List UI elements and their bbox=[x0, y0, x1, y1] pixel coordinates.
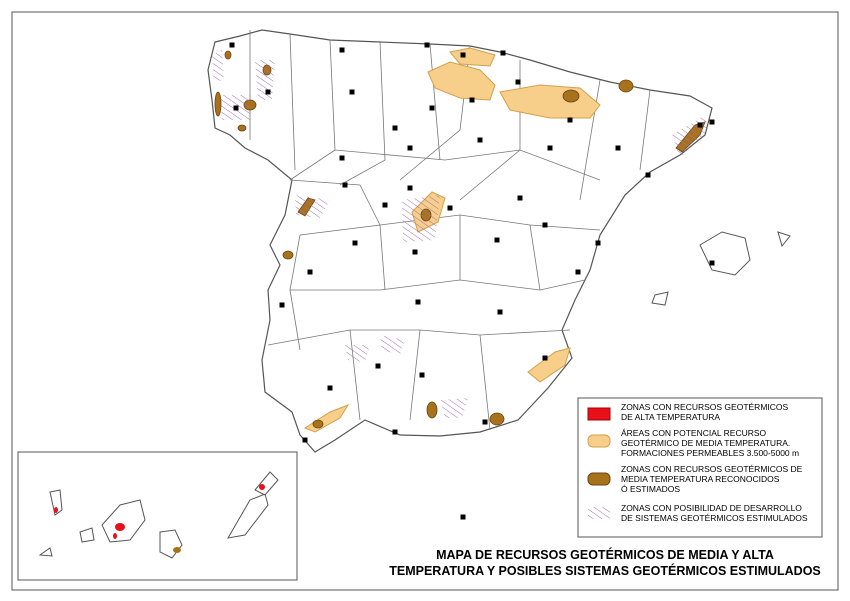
capital bbox=[412, 249, 418, 255]
title-line: TEMPERATURA Y POSIBLES SISTEMAS GEOTÉRMI… bbox=[389, 563, 821, 578]
spain bbox=[207, 29, 791, 453]
legend-label: ÁREAS CON POTENCIAL RECURSO bbox=[621, 428, 767, 438]
capital bbox=[709, 119, 715, 125]
capital bbox=[349, 89, 355, 95]
zones-stimulated bbox=[212, 50, 708, 418]
legend-label: DE ALTA TEMPERATURA bbox=[621, 412, 720, 422]
capital bbox=[547, 145, 553, 151]
capital bbox=[460, 514, 466, 520]
capital bbox=[429, 105, 435, 111]
capital bbox=[494, 237, 500, 243]
legend-swatch bbox=[587, 407, 611, 421]
legend-swatch bbox=[587, 434, 611, 448]
legend-swatch bbox=[587, 472, 611, 486]
map-title: MAPA DE RECURSOS GEOTÉRMICOS DE MEDIA Y … bbox=[389, 547, 821, 578]
capital bbox=[382, 202, 388, 208]
capital bbox=[392, 125, 398, 131]
capital bbox=[415, 299, 421, 305]
capitals bbox=[229, 42, 715, 520]
zone-medium-known bbox=[173, 547, 181, 553]
legend-label: FORMACIONES PERMEABLES 3.500-5000 m bbox=[621, 448, 799, 458]
capital bbox=[482, 419, 488, 425]
capital bbox=[375, 363, 381, 369]
capital bbox=[709, 260, 715, 266]
capital bbox=[419, 372, 425, 378]
capital bbox=[352, 240, 358, 246]
capital bbox=[542, 222, 548, 228]
capital bbox=[424, 42, 430, 48]
capital bbox=[595, 240, 601, 246]
legend-label: GEOTÉRMICO DE MEDIA TEMPERATURA. bbox=[621, 438, 790, 448]
capital bbox=[342, 182, 348, 188]
capital bbox=[575, 269, 581, 275]
capital bbox=[339, 47, 345, 53]
legend-label: ZONAS CON POSIBILIDAD DE DESARROLLO bbox=[621, 503, 802, 513]
capital bbox=[392, 429, 398, 435]
capital bbox=[279, 302, 285, 308]
capital bbox=[515, 79, 521, 85]
legend-label: DE SISTEMAS GEOTÉRMICOS ESTIMULADOS bbox=[621, 513, 808, 523]
title-line: MAPA DE RECURSOS GEOTÉRMICOS DE MEDIA Y … bbox=[436, 547, 774, 562]
capital bbox=[645, 172, 651, 178]
capital bbox=[460, 52, 466, 58]
capital bbox=[567, 117, 573, 123]
capital bbox=[447, 205, 453, 211]
legend-label: MEDIA TEMPERATURA RECONOCIDOS bbox=[621, 474, 780, 484]
capital bbox=[265, 89, 271, 95]
capital bbox=[407, 185, 413, 191]
zones-high bbox=[54, 484, 265, 539]
capital bbox=[477, 137, 483, 143]
capital bbox=[615, 145, 621, 151]
capital bbox=[307, 269, 313, 275]
capital bbox=[327, 385, 333, 391]
capital bbox=[302, 437, 308, 443]
legend bbox=[577, 397, 823, 538]
capital bbox=[339, 155, 345, 161]
legend-label: Ó ESTIMADOS bbox=[621, 484, 680, 494]
legend-swatch bbox=[588, 507, 610, 519]
capital bbox=[542, 355, 548, 361]
capital bbox=[697, 122, 703, 128]
capital bbox=[229, 42, 235, 48]
capital bbox=[469, 97, 475, 103]
capital bbox=[500, 50, 506, 56]
capital bbox=[233, 105, 239, 111]
legend-label: ZONAS CON RECURSOS GEOTÉRMICOS bbox=[621, 402, 789, 412]
capital bbox=[407, 145, 413, 151]
capital bbox=[497, 309, 503, 315]
capital bbox=[517, 195, 523, 201]
legend-label: ZONAS CON RECURSOS GEOTÉRMICOS DE bbox=[621, 464, 803, 474]
